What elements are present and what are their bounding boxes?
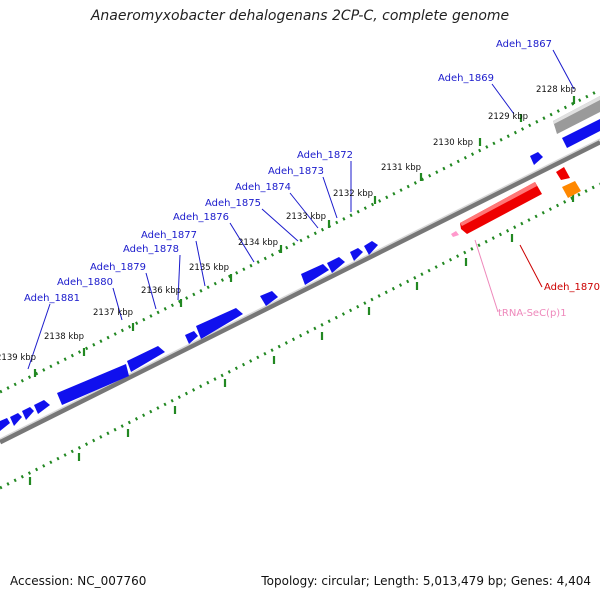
gene-adeh-1870-arrow[interactable] bbox=[460, 182, 542, 234]
tick-label: 2129 kbp bbox=[488, 112, 528, 122]
tick-label: 2139 kbp bbox=[0, 353, 36, 363]
callout-line bbox=[322, 176, 338, 219]
callout-line bbox=[474, 239, 499, 313]
gene-label[interactable]: Adeh_1880 bbox=[57, 277, 113, 288]
page-title: Anaeromyxobacter dehalogenans 2CP-C, com… bbox=[90, 8, 510, 24]
gene-label[interactable]: Adeh_1876 bbox=[173, 212, 229, 223]
gene-adeh-1878-arrow[interactable] bbox=[185, 331, 198, 344]
gene-adeh-1876-arrow[interactable] bbox=[260, 291, 278, 306]
gene-label[interactable]: Adeh_1879 bbox=[90, 262, 146, 273]
callout-line bbox=[177, 254, 181, 301]
gene-label[interactable]: Adeh_1881 bbox=[24, 293, 80, 304]
gene-adeh-1870-arrow-top bbox=[460, 182, 537, 226]
gene-label[interactable]: tRNA-SeC(p)1 bbox=[498, 308, 567, 319]
gene-label[interactable]: Adeh_1878 bbox=[123, 244, 179, 255]
genome-backbone bbox=[0, 139, 600, 445]
gene-unlabeled-arrow-1[interactable] bbox=[22, 407, 34, 420]
callout-line bbox=[112, 287, 123, 321]
gene-label[interactable]: Adeh_1869 bbox=[438, 73, 494, 84]
tick-label: 2138 kbp bbox=[44, 332, 84, 342]
genome-backbone-highlight bbox=[0, 138, 600, 440]
tick-label: 2134 kbp bbox=[238, 238, 278, 248]
gene-label[interactable]: Adeh_1877 bbox=[141, 230, 197, 241]
callout-line bbox=[145, 272, 157, 310]
callout-line bbox=[27, 303, 51, 370]
tick-label: 2137 kbp bbox=[93, 308, 133, 318]
gene-adeh-1879-arrow[interactable] bbox=[127, 346, 165, 372]
gene-label[interactable]: Adeh_1875 bbox=[205, 198, 261, 209]
callout-line bbox=[229, 222, 255, 263]
gene-red-small-arrow[interactable] bbox=[556, 167, 570, 180]
gene-adeh-1867-arrow[interactable] bbox=[562, 119, 600, 148]
gene-adeh-1873-arrow[interactable] bbox=[350, 248, 363, 261]
tick-label: 2132 kbp bbox=[333, 189, 373, 199]
gene-adeh-1872-arrow[interactable] bbox=[364, 241, 378, 255]
gene-adeh-1869-arrow[interactable] bbox=[530, 152, 543, 165]
tick-label: 2133 kbp bbox=[286, 212, 326, 222]
gene-label[interactable]: Adeh_1872 bbox=[297, 150, 353, 161]
gene-unlabeled-arrow-3[interactable] bbox=[0, 418, 10, 431]
gene-label[interactable]: Adeh_1874 bbox=[235, 182, 291, 193]
major-ticks-bottom bbox=[28, 194, 575, 485]
bottom-tick-row bbox=[0, 182, 600, 490]
forward-genes bbox=[0, 119, 600, 431]
callout-line bbox=[491, 83, 515, 115]
tick-label: 2135 kbp bbox=[189, 263, 229, 273]
gene-adeh-1877-arrow[interactable] bbox=[196, 308, 243, 339]
gene-adeh-1880-arrow[interactable] bbox=[57, 364, 129, 405]
gene-adeh-1875-arrow[interactable] bbox=[301, 264, 329, 285]
reverse-genes bbox=[451, 167, 581, 237]
tick-label: 2130 kbp bbox=[433, 138, 473, 148]
gene-label[interactable]: Adeh_1873 bbox=[268, 166, 324, 177]
gene-adeh-1874-arrow[interactable] bbox=[327, 257, 345, 273]
grey-feature-band-top bbox=[553, 96, 600, 124]
gene-unlabeled-arrow-2[interactable] bbox=[10, 413, 22, 426]
callout-line bbox=[195, 240, 206, 287]
gene-adeh-1881-arrow[interactable] bbox=[34, 400, 50, 414]
tick-labels: 2128 kbp 2129 kbp 2130 kbp 2131 kbp 2132 kbp… bbox=[0, 85, 576, 363]
gene-labels: Adeh_1867 Adeh_1869 Adeh_1872 Adeh_1873 Adeh… bbox=[24, 39, 600, 319]
callout-lines bbox=[27, 49, 575, 370]
tick-label: 2128 kbp bbox=[536, 85, 576, 95]
callout-line bbox=[289, 192, 319, 229]
gene-label[interactable]: Adeh_1870 bbox=[544, 282, 600, 293]
callout-line bbox=[552, 49, 575, 90]
trna-sec-arrow[interactable] bbox=[451, 231, 459, 237]
tick-label: 2136 kbp bbox=[141, 286, 181, 296]
genome-summary-text: Topology: circular; Length: 5,013,479 bp… bbox=[261, 574, 591, 588]
callout-line bbox=[261, 208, 299, 242]
gene-label[interactable]: Adeh_1867 bbox=[496, 39, 552, 50]
accession-text: Accession: NC_007760 bbox=[10, 574, 147, 588]
major-ticks-top bbox=[33, 96, 576, 377]
callout-line bbox=[519, 244, 543, 288]
top-tick-row bbox=[0, 88, 600, 394]
tick-label: 2131 kbp bbox=[381, 163, 421, 173]
misc-feature-orange[interactable] bbox=[562, 181, 581, 198]
